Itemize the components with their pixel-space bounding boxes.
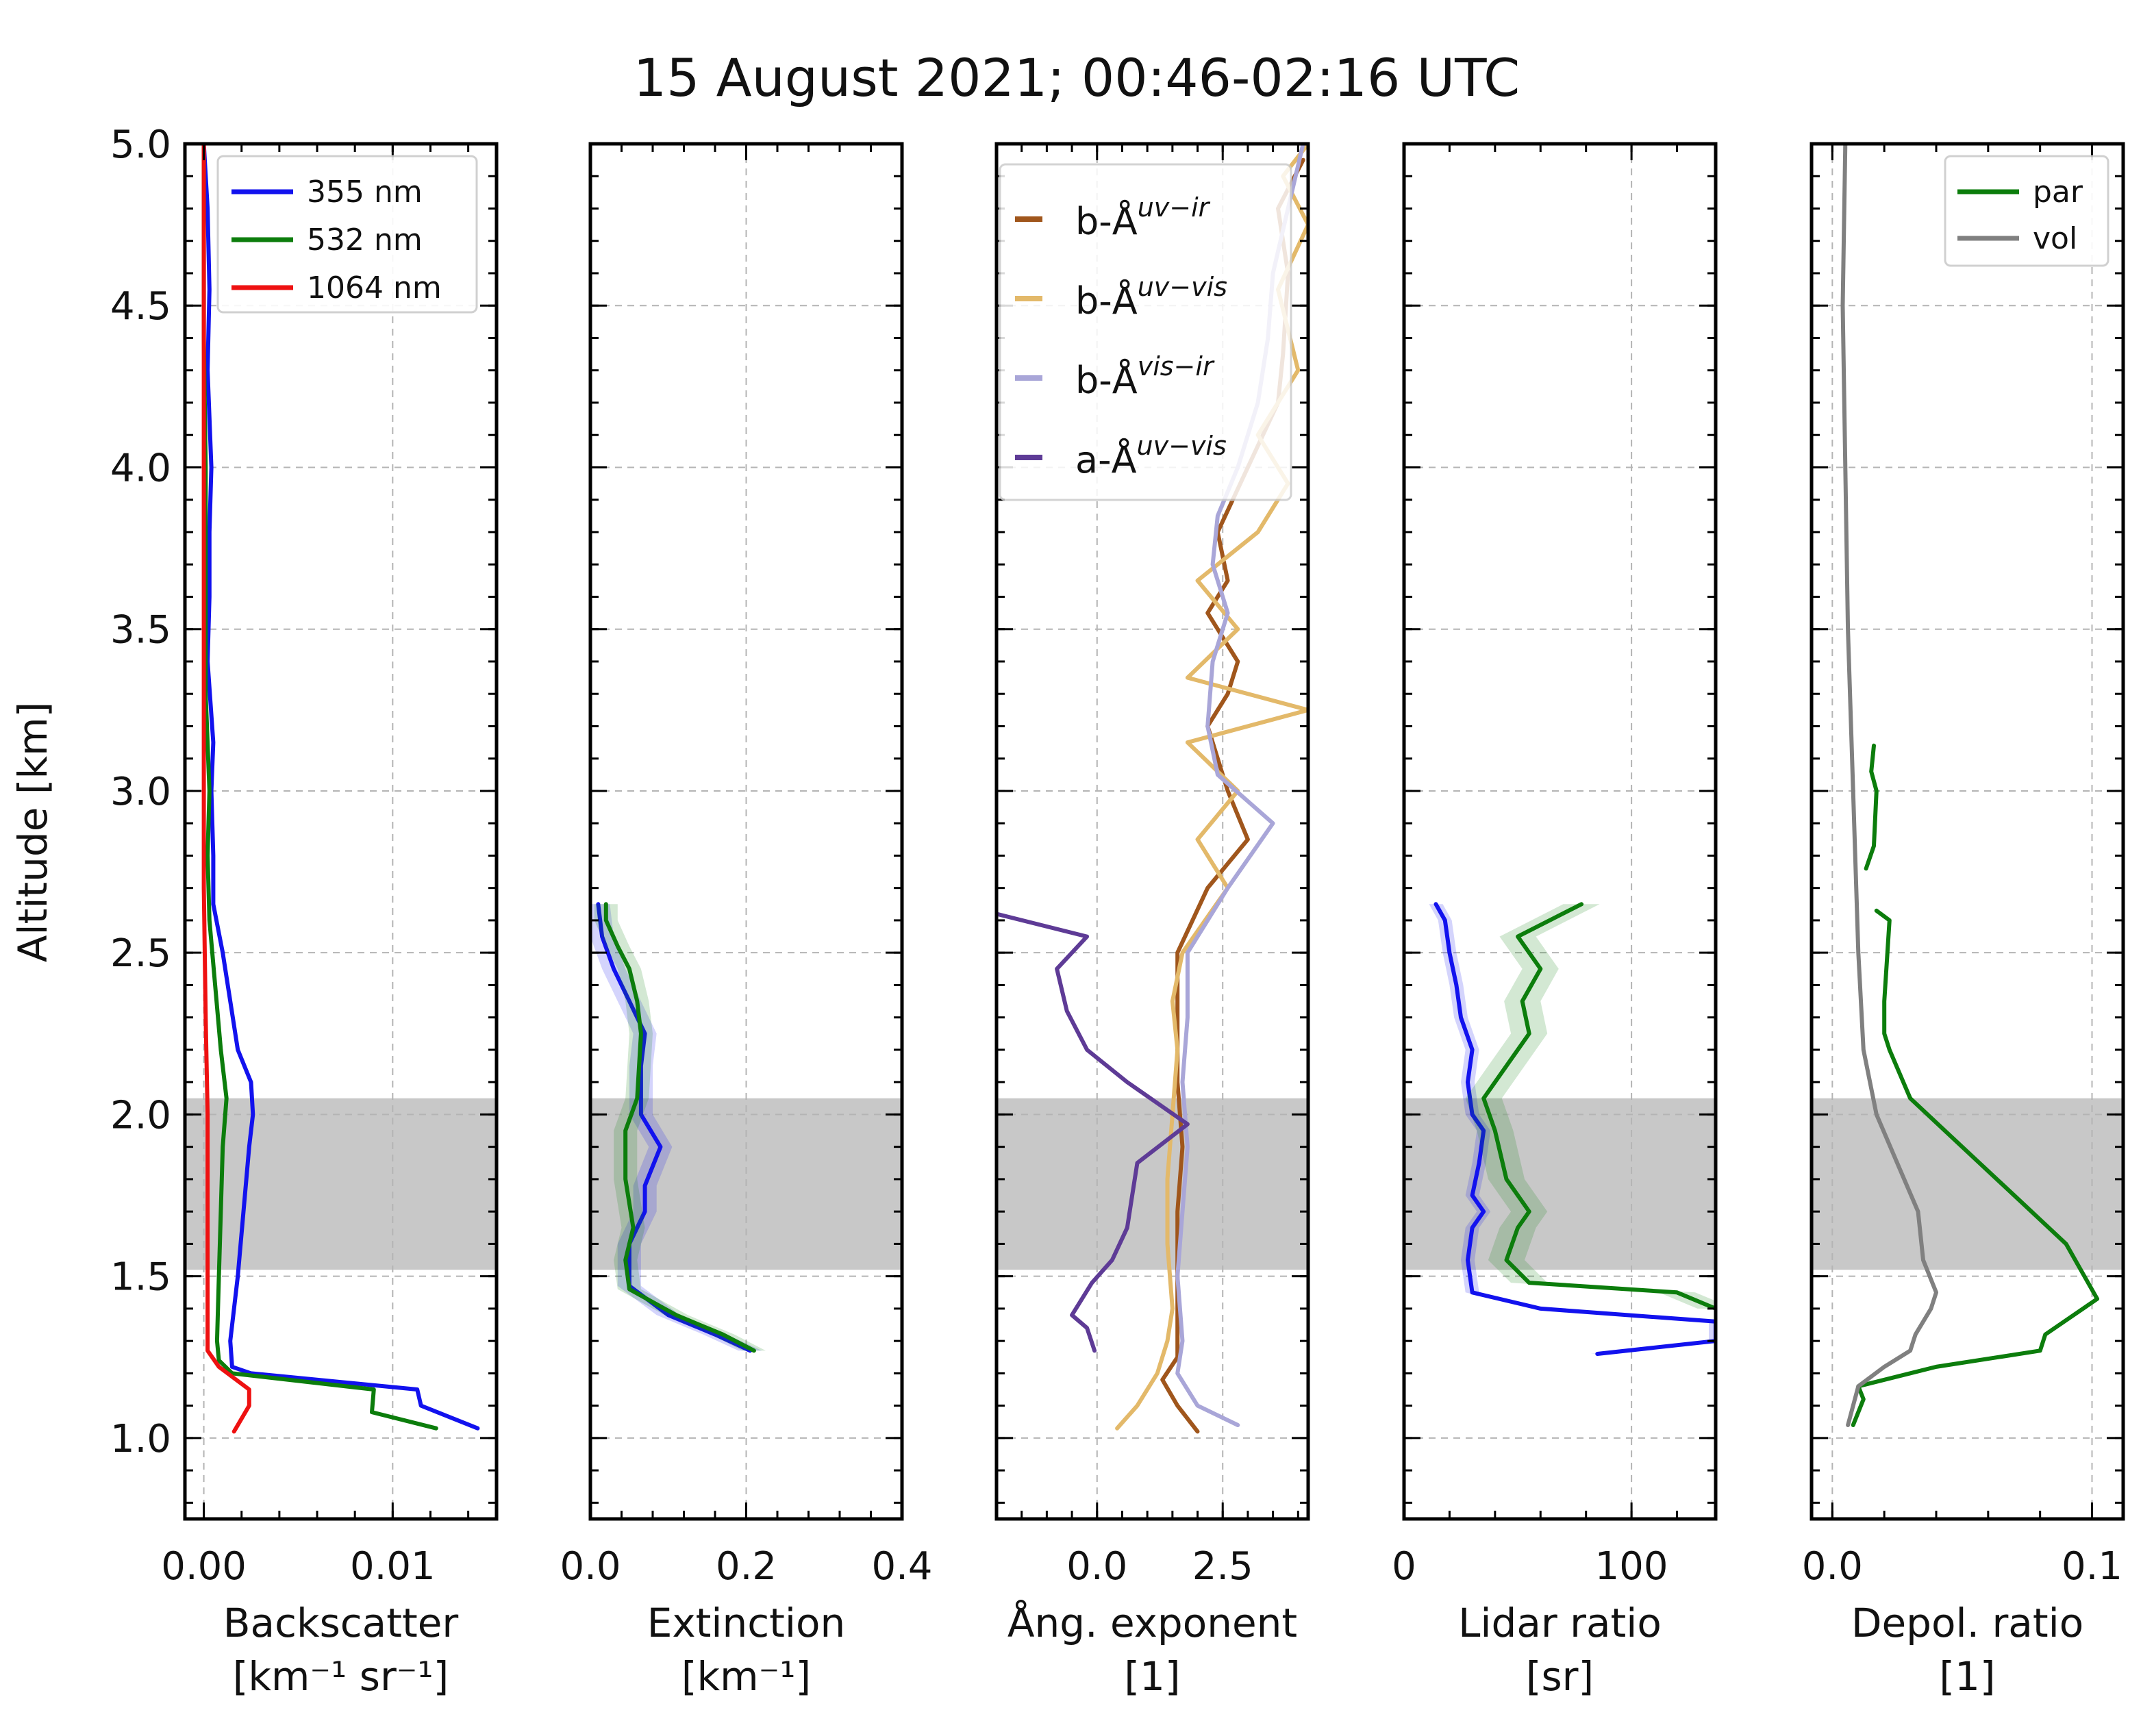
x-axis-label: [km⁻¹ sr⁻¹]	[233, 1653, 449, 1700]
x-axis-label: [km⁻¹]	[681, 1653, 811, 1700]
series-line	[1481, 902, 1716, 1311]
legend-box	[1944, 155, 2109, 267]
legend-label: 532 nm	[307, 223, 423, 257]
axes-frame	[183, 142, 499, 1521]
x-tick-label: 0.4	[871, 1544, 932, 1589]
legend-label-base: b-Å	[1075, 279, 1138, 323]
legend-box	[216, 155, 478, 314]
legend-label: 355 nm	[307, 175, 423, 210]
series-line	[603, 902, 756, 1353]
legend-label-superscript: uv−vis	[1137, 431, 1227, 461]
x-axis-label: Extinction	[647, 1600, 846, 1646]
shaded-layer-band	[185, 1098, 497, 1270]
legend-label: par	[2033, 175, 2083, 210]
series-line	[201, 144, 251, 1434]
legend-label-superscript: uv−ir	[1138, 192, 1211, 223]
series-line	[1864, 743, 1879, 871]
axes-frame	[1402, 142, 1718, 1521]
x-tick-label: 0.00	[161, 1544, 247, 1589]
shaded-layer-band	[997, 1098, 1308, 1270]
panel-lidar_ratio: 0 100 Lidar ratio [sr]	[1392, 142, 1718, 1700]
legend: par vol	[1944, 155, 2109, 267]
axes-frame	[1809, 142, 2125, 1521]
legend-label: b-Åuv−vis	[1075, 272, 1227, 323]
x-tick-label: 0.0	[560, 1544, 621, 1589]
y-tick-label: 5.0	[110, 123, 171, 167]
axes-frame	[588, 142, 904, 1521]
legend-label: a-Åuv−vis	[1075, 431, 1227, 481]
legend-label-base: b-Å	[1075, 199, 1138, 243]
series-group	[1429, 902, 1716, 1356]
panel-extinction: 0.0 0.2 0.4 Extinction [km⁻¹]	[560, 142, 933, 1700]
uncertainty-band	[1429, 904, 1716, 1354]
y-tick-label: 4.5	[110, 284, 171, 329]
series-line	[201, 144, 480, 1431]
series-group	[1840, 144, 2100, 1427]
x-axis-label: [1]	[1939, 1653, 1995, 1700]
x-axis-label: Depol. ratio	[1851, 1600, 2083, 1646]
legend-label-base: b-Å	[1075, 358, 1138, 402]
legend-label-base: a-Å	[1075, 438, 1137, 481]
x-tick-label: 0.2	[716, 1544, 777, 1589]
figure-title: 15 August 2021; 00:46-02:16 UTC	[634, 47, 1520, 108]
legend-label-superscript: uv−vis	[1138, 272, 1227, 302]
series-line	[1851, 908, 2100, 1427]
x-tick-label: 0	[1392, 1544, 1416, 1589]
legend-label: 1064 nm	[307, 271, 442, 305]
legend-label: b-Åuv−ir	[1075, 192, 1211, 243]
x-axis-label: Lidar ratio	[1458, 1600, 1662, 1646]
y-axis-label: Altitude [km]	[10, 702, 56, 962]
panels: 1.01.52.02.53.03.54.04.55.00.00 0.01Backs…	[110, 123, 2125, 1700]
x-axis-label: [sr]	[1526, 1653, 1594, 1700]
y-tick-label: 3.5	[110, 608, 171, 653]
x-tick-label: 100	[1595, 1544, 1668, 1589]
series-group	[590, 902, 766, 1353]
legend: 355 nm 532 nm 1064 nm	[216, 155, 478, 314]
panel-backscatter: 1.0 1.5 2.0 2.5 3.0 3.5 4.0 4.5 5.0 0.00 0.01 Backs…	[110, 123, 499, 1700]
x-axis-label: Backscatter	[223, 1600, 459, 1646]
legend-label: vol	[2033, 221, 2077, 256]
x-tick-label: 0.0	[1802, 1544, 1863, 1589]
x-tick-label: 0.1	[2062, 1544, 2122, 1589]
series-line	[1840, 144, 1938, 1427]
series-line	[1433, 902, 1716, 1356]
shaded-layer-band	[1812, 1098, 2123, 1270]
panel-depol_ratio: 0.0 0.1 Depol. ratio [1] par vol	[1802, 142, 2125, 1700]
y-tick-label: 2.5	[110, 931, 171, 976]
y-tick-label: 1.5	[110, 1255, 171, 1300]
y-tick-label: 3.0	[110, 770, 171, 814]
series-line	[997, 911, 1190, 1353]
y-tick-label: 2.0	[110, 1093, 171, 1137]
x-axis-label: Ång. exponent	[1007, 1599, 1297, 1646]
x-tick-label: 0.0	[1066, 1544, 1127, 1589]
x-axis-label: [1]	[1124, 1653, 1180, 1700]
x-tick-label: 0.01	[350, 1544, 436, 1589]
series-group	[201, 144, 480, 1434]
x-tick-label: 2.5	[1192, 1544, 1253, 1589]
y-tick-label: 4.0	[110, 446, 171, 490]
axes-frame	[994, 142, 1310, 1521]
y-tick-label: 1.0	[110, 1417, 171, 1461]
legend-label-superscript: vis−ir	[1138, 351, 1215, 381]
legend-box	[999, 163, 1292, 501]
shaded-layer-band	[1404, 1098, 1716, 1270]
legend-label: b-Åvis−ir	[1075, 351, 1215, 402]
